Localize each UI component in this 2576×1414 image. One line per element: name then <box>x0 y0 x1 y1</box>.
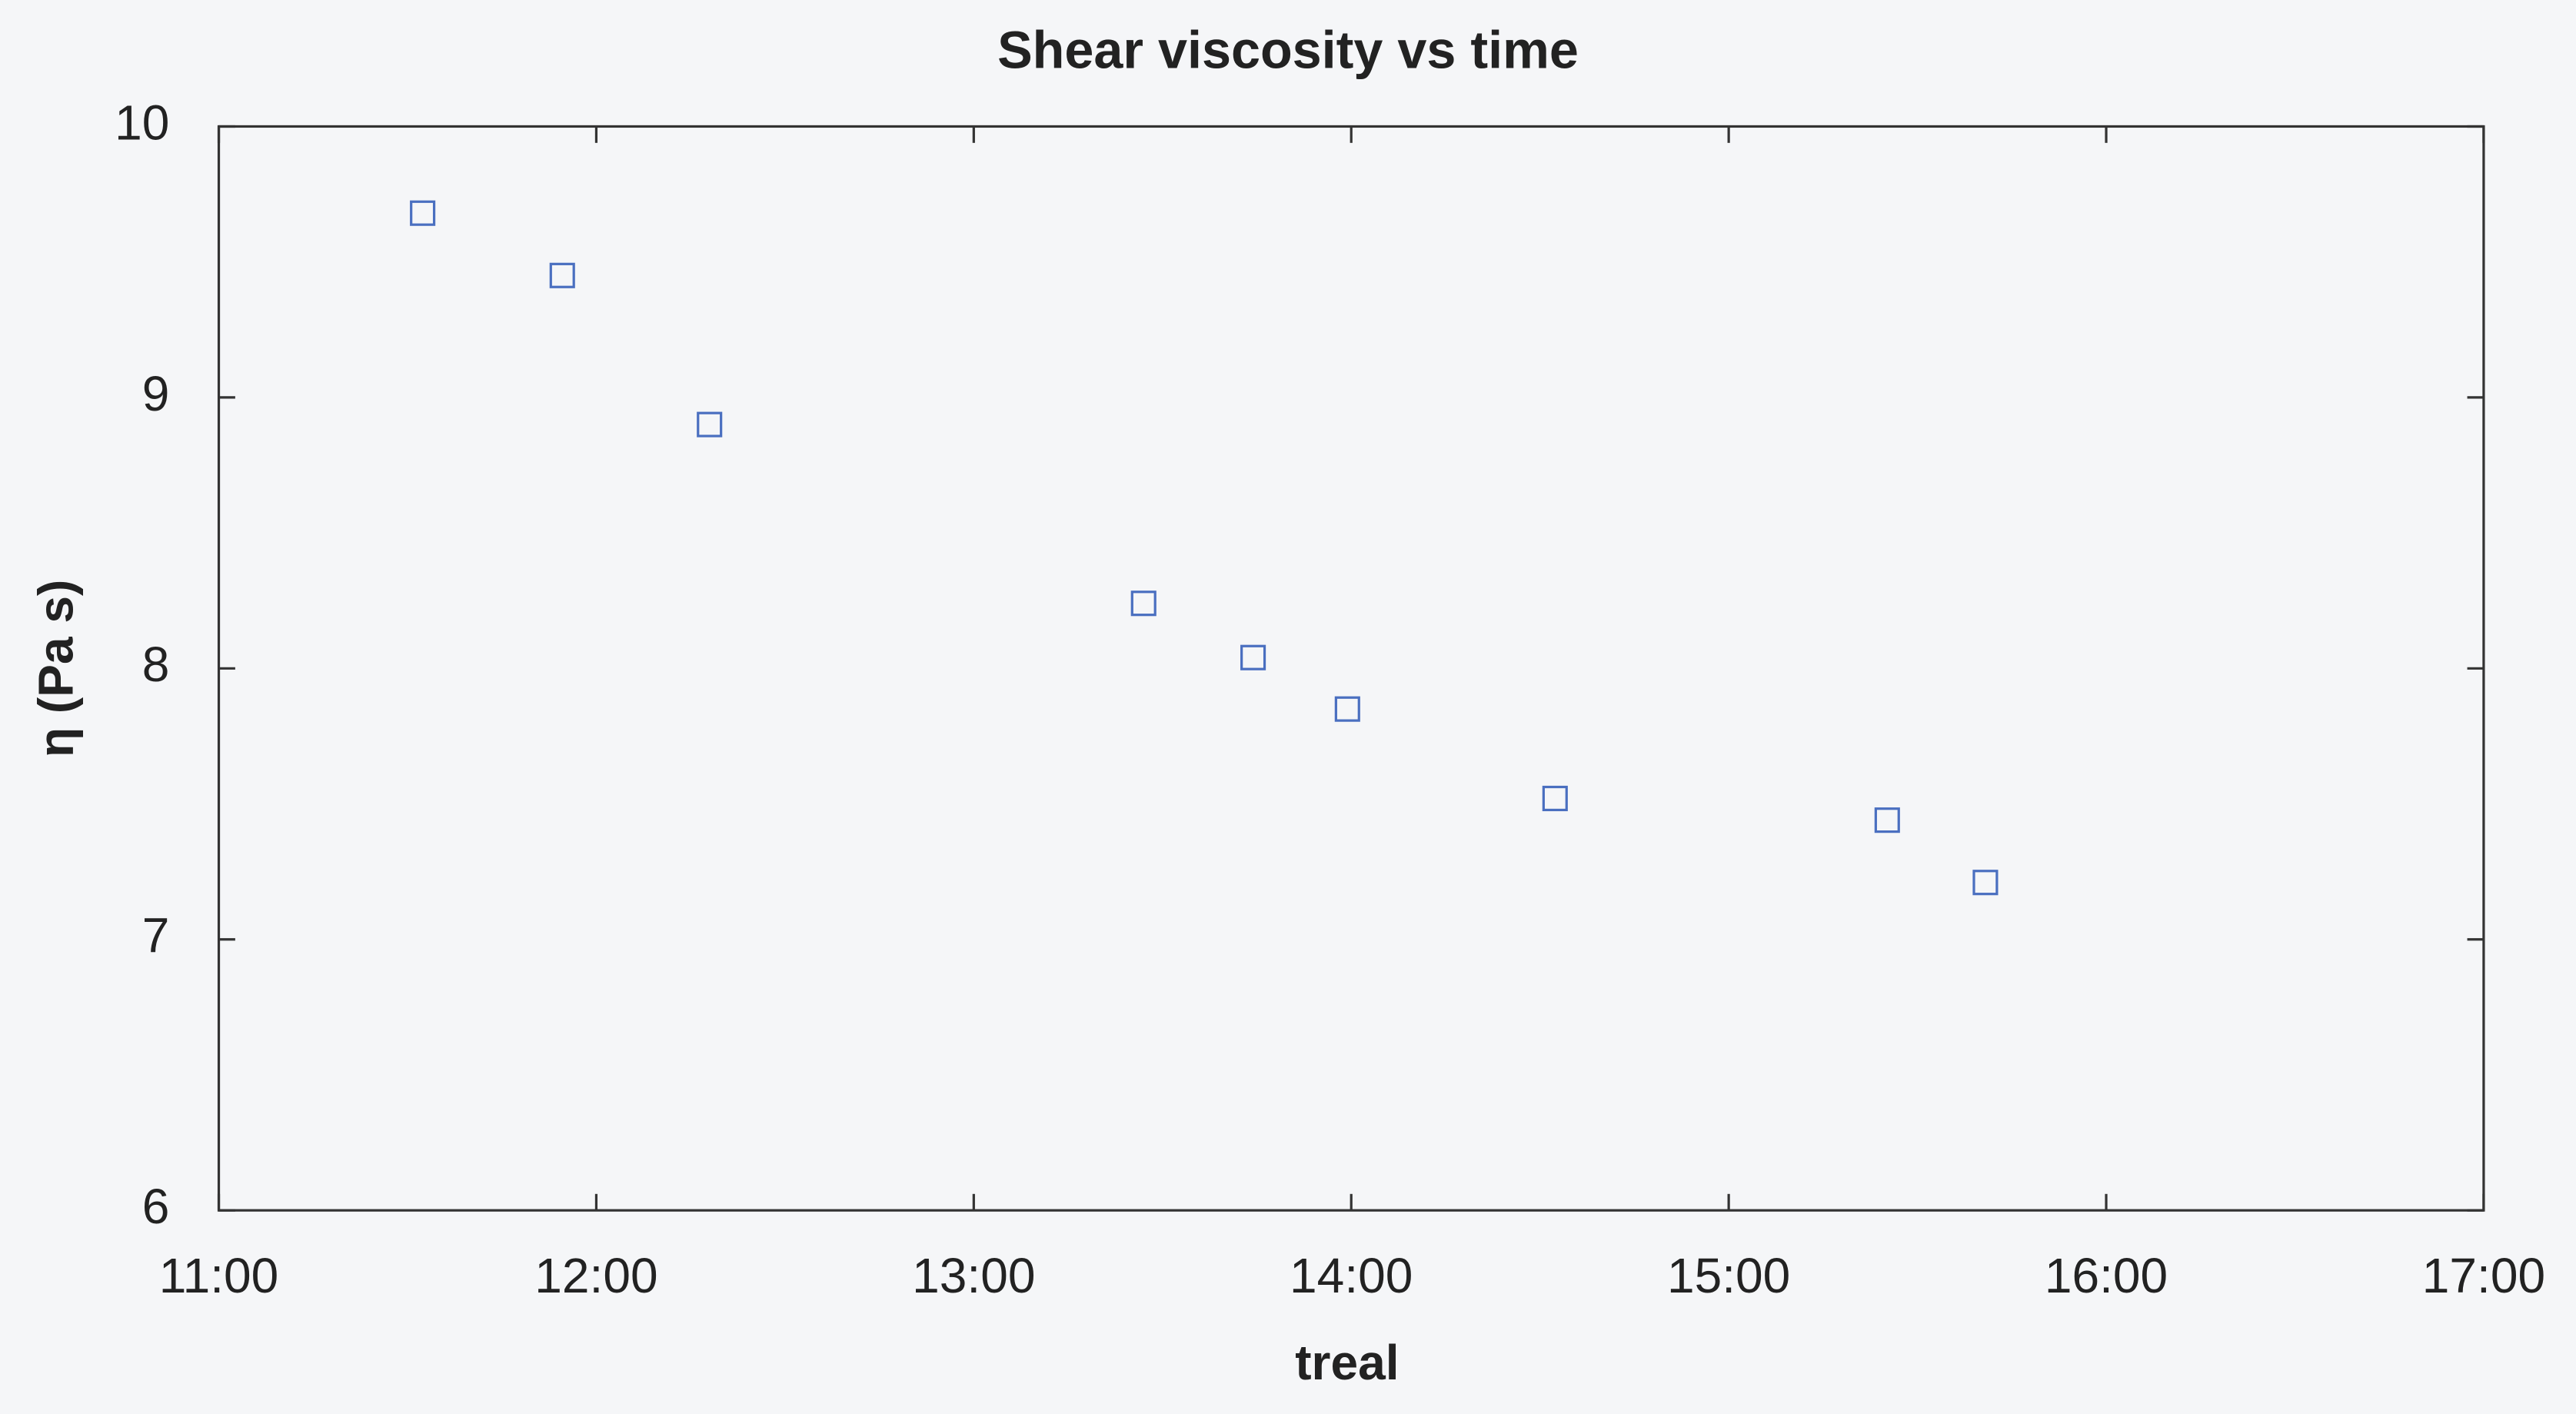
data-point <box>1874 807 1900 833</box>
y-tick-label: 9 <box>142 366 170 421</box>
data-point <box>1130 591 1157 617</box>
y-tick-label: 8 <box>142 637 170 692</box>
data-point <box>1334 696 1360 722</box>
chart-title: Shear viscosity vs time <box>997 22 1579 80</box>
data-point <box>1972 870 1999 896</box>
data-point <box>697 411 723 438</box>
y-tick-label: 6 <box>142 1179 170 1234</box>
x-tick-label: 14:00 <box>1290 1248 1413 1303</box>
y-tick-label: 10 <box>115 95 169 150</box>
data-point <box>410 200 436 226</box>
x-tick-label: 11:00 <box>159 1248 279 1303</box>
data-point <box>1240 644 1266 670</box>
x-tick-label: 17:00 <box>2422 1248 2545 1303</box>
x-tick-label: 15:00 <box>1667 1248 1790 1303</box>
x-tick-label: 12:00 <box>534 1248 657 1303</box>
data-point <box>1542 785 1568 812</box>
data-point <box>549 262 575 288</box>
x-axis-label: treal <box>1295 1335 1399 1390</box>
x-tick-label: 16:00 <box>2045 1248 2168 1303</box>
y-axis-label: η (Pa s) <box>28 580 83 757</box>
x-tick-label: 13:00 <box>912 1248 1035 1303</box>
y-tick-label: 7 <box>142 908 170 963</box>
